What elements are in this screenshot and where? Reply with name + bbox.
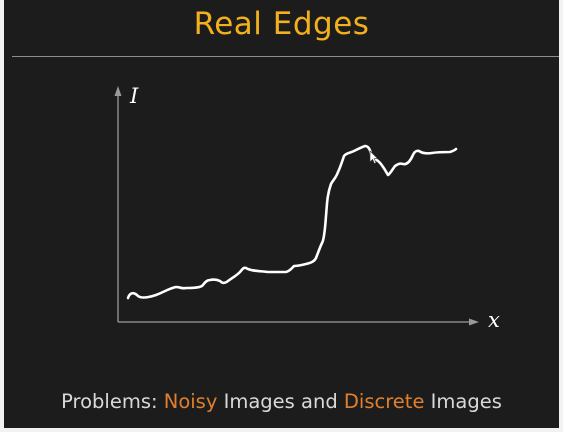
caption-prefix: Problems: — [61, 390, 164, 413]
y-axis-label: I — [129, 84, 139, 108]
x-axis-label: x — [488, 308, 500, 332]
caption-suffix: Images — [424, 390, 502, 413]
slide-caption: Problems: Noisy Images and Discrete Imag… — [4, 390, 559, 413]
caption-highlight-discrete: Discrete — [343, 390, 425, 413]
title-divider — [12, 56, 559, 57]
intensity-curve — [126, 144, 458, 300]
caption-middle: Images and — [217, 390, 344, 413]
y-axis-arrowhead — [114, 86, 122, 96]
x-axis-arrowhead — [469, 318, 479, 326]
intensity-plot: I x — [114, 84, 500, 332]
mouse-pointer-icon — [369, 150, 379, 164]
caption-highlight-noisy: Noisy — [163, 390, 218, 413]
slide-title: Real Edges — [193, 6, 370, 42]
slide: Real Edges I x Problems: Noisy Images an… — [4, 0, 559, 428]
